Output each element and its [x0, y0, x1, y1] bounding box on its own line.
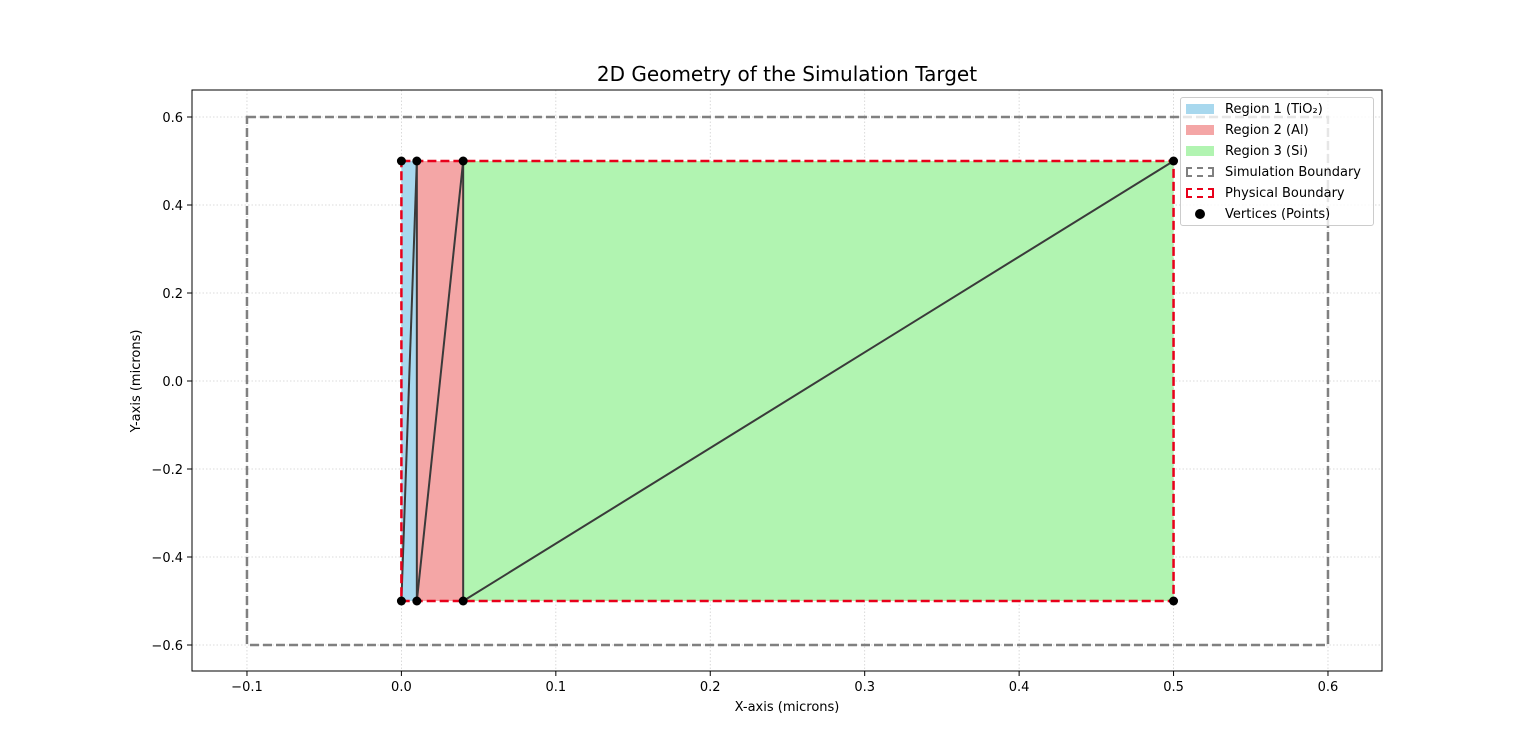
vertex-point — [412, 156, 422, 166]
x-tick-label: 0.1 — [545, 680, 566, 695]
x-tick-label: 0.0 — [391, 680, 412, 695]
x-tick-label: 0.2 — [700, 680, 721, 695]
region-2-swatch-icon — [1186, 125, 1214, 135]
physical-boundary — [400, 159, 1175, 603]
y-tick-label: −0.4 — [151, 551, 183, 566]
mesh-edge — [400, 160, 418, 602]
black-dot-icon — [1195, 209, 1205, 219]
region-3-swatch-icon — [1186, 146, 1214, 156]
mesh-edge — [462, 160, 1175, 602]
legend-label: Region 3 (Si) — [1225, 143, 1309, 159]
legend-label: Vertices (Points) — [1225, 206, 1331, 222]
y-tick-label: 0.6 — [162, 111, 183, 126]
y-axis-label: Y-axis (microns) — [129, 330, 144, 434]
vertex-point — [458, 156, 468, 166]
legend-label: Simulation Boundary — [1225, 164, 1361, 180]
y-tick-label: −0.2 — [151, 463, 183, 478]
dashed-red-swatch-icon — [1186, 188, 1214, 198]
x-axis-label: X-axis (microns) — [735, 700, 840, 715]
legend-label: Region 1 (TiO₂) — [1225, 101, 1323, 117]
x-tick-label: 0.3 — [854, 680, 875, 695]
y-tick-label: 0.4 — [162, 199, 183, 214]
y-tick-label: 0.0 — [162, 375, 183, 390]
legend-label: Physical Boundary — [1225, 185, 1345, 201]
legend: Region 1 (TiO₂) Region 2 (Al) Region 3 (… — [1180, 97, 1374, 226]
vertex-point — [396, 156, 406, 166]
region-1-swatch-icon — [1186, 104, 1214, 114]
vertex-point — [1169, 156, 1179, 166]
x-tick-label: 0.4 — [1009, 680, 1030, 695]
vertex-point — [1169, 596, 1179, 606]
y-tick-label: −0.6 — [151, 639, 183, 654]
simulation-boundary — [245, 115, 1330, 647]
vertex-point — [396, 596, 406, 606]
x-tick-label: 0.6 — [1318, 680, 1339, 695]
vertex-point — [458, 596, 468, 606]
vertex-point — [412, 596, 422, 606]
chart-title: 2D Geometry of the Simulation Target — [596, 62, 978, 86]
legend-label: Region 2 (Al) — [1225, 122, 1309, 138]
x-tick-label: 0.5 — [1163, 680, 1184, 695]
x-tick-label: −0.1 — [231, 680, 263, 695]
y-tick-label: 0.2 — [162, 287, 183, 302]
dashed-gray-swatch-icon — [1186, 167, 1214, 177]
mesh-edge — [415, 160, 465, 602]
